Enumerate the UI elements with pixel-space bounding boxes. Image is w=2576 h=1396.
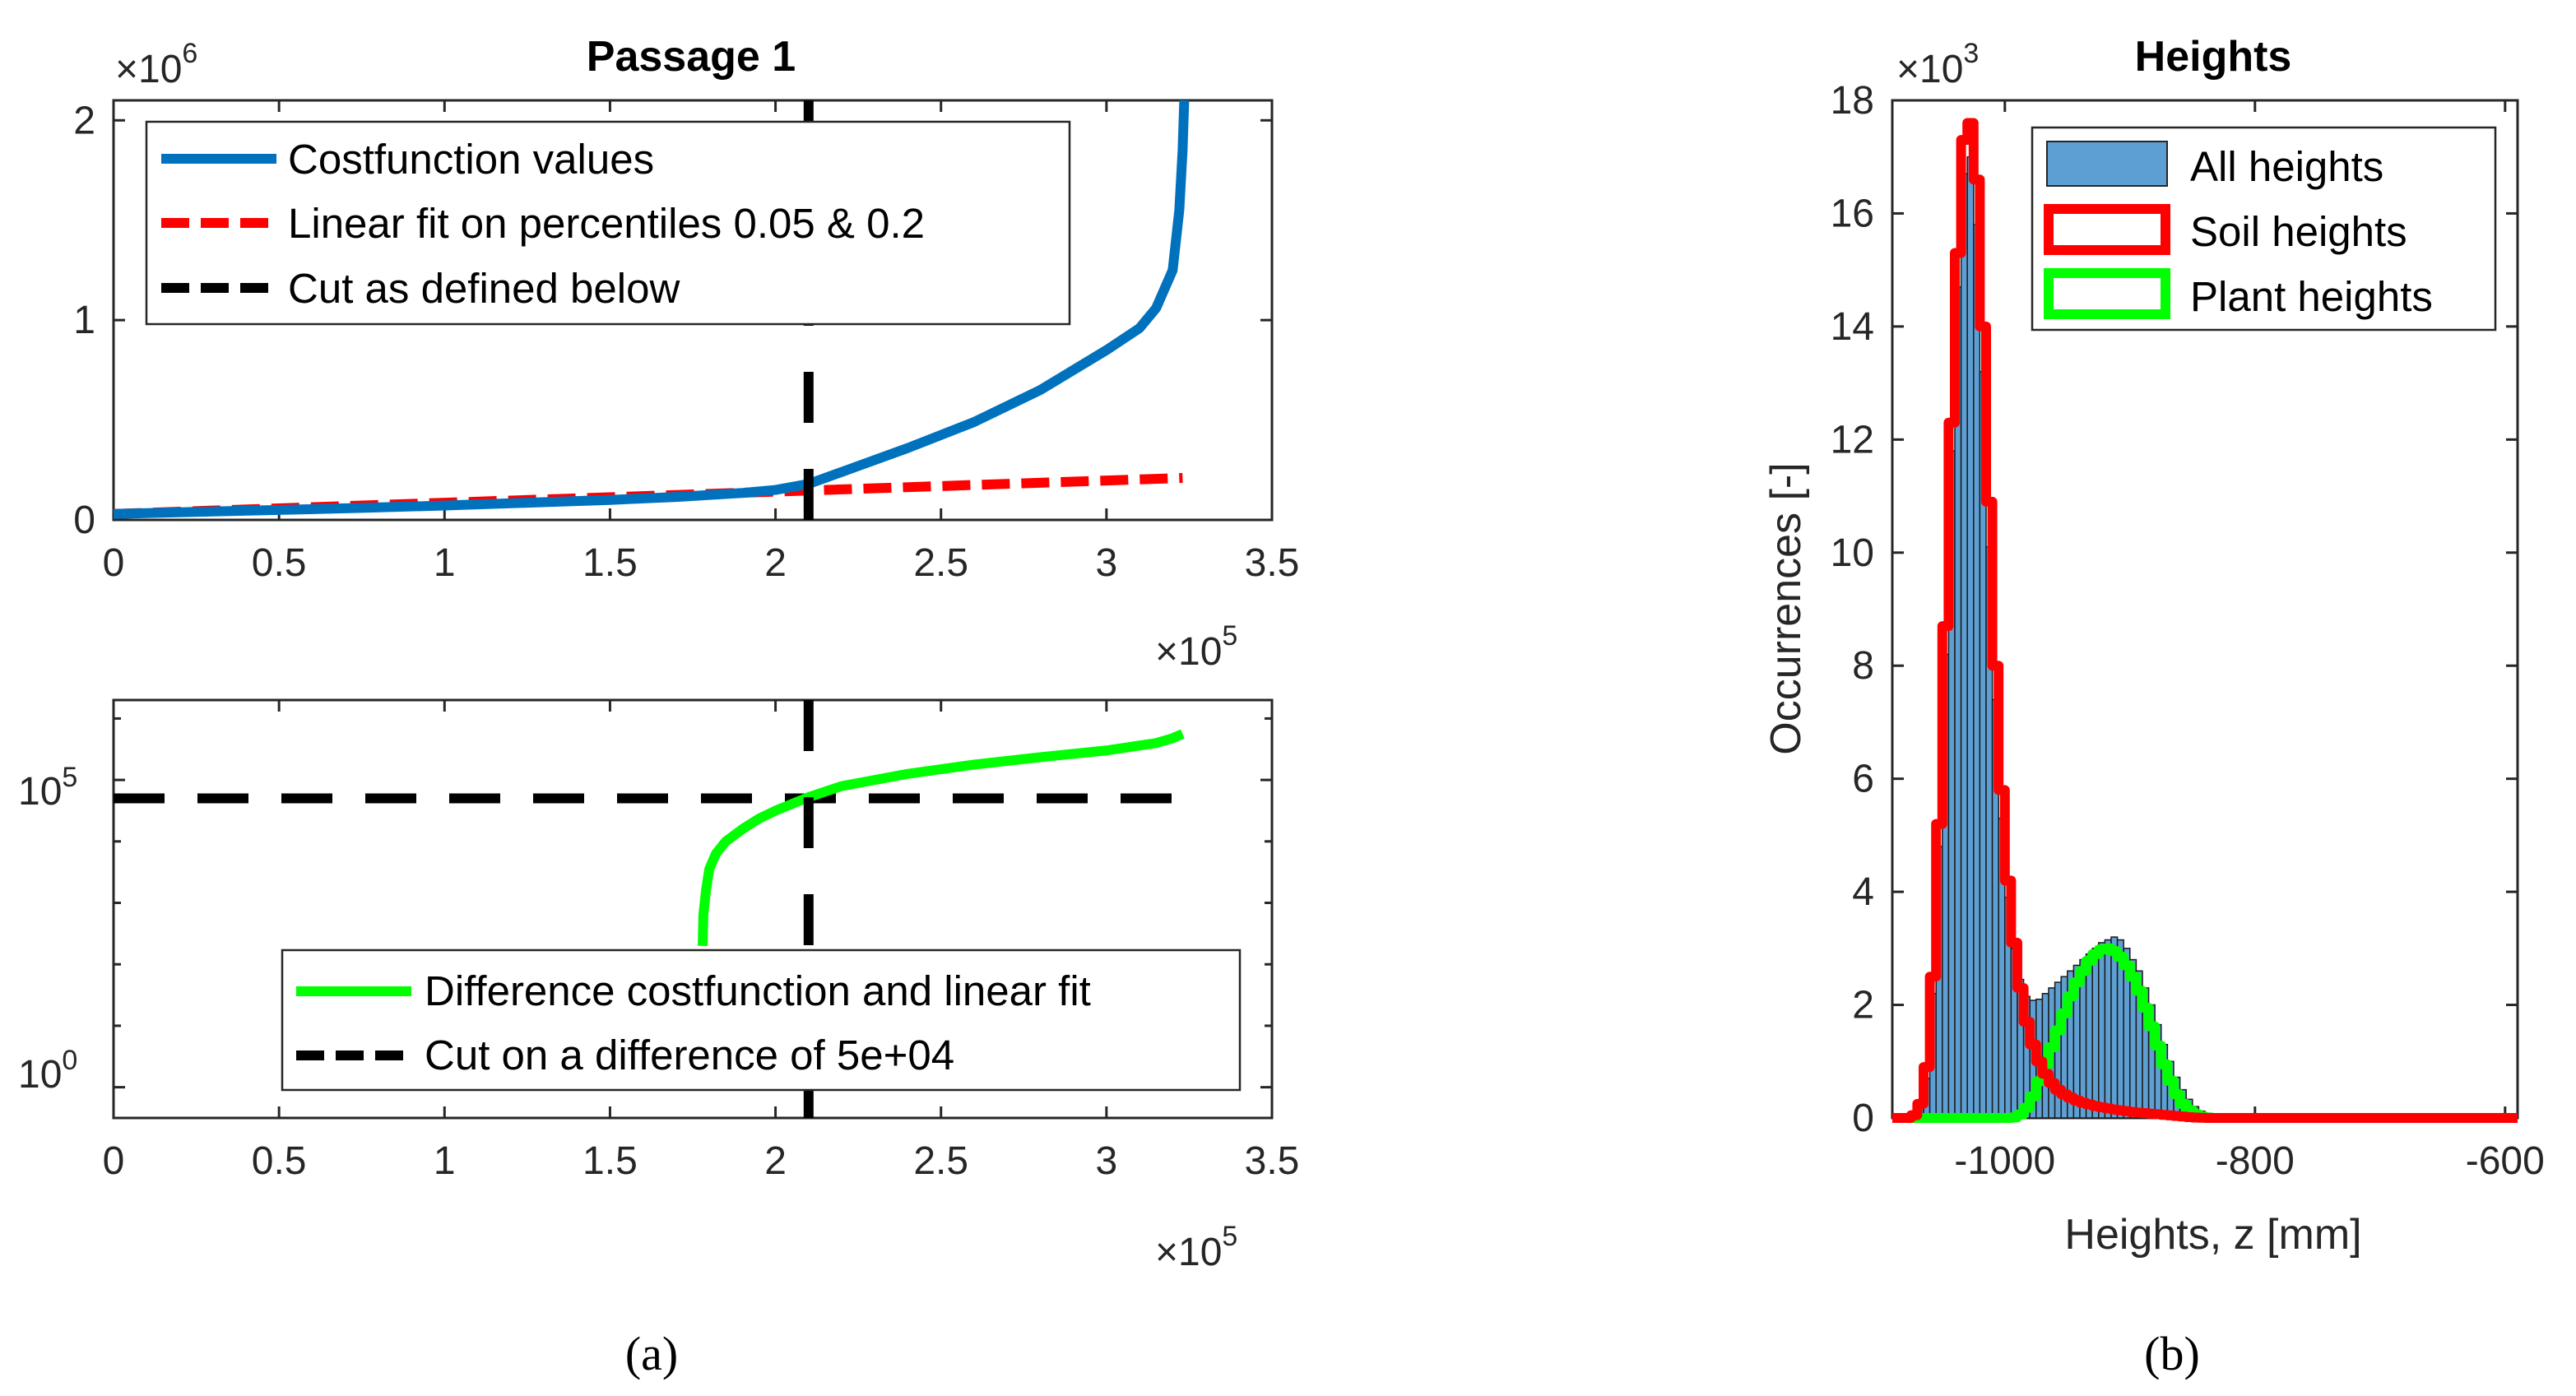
series-layer (1892, 118, 2518, 1123)
x-tick-label: 3 (1096, 1139, 1118, 1183)
y-tick-labels: 0 1 2 (73, 99, 95, 542)
x-tick-label: 2.5 (913, 1139, 968, 1183)
legend-swatch-soil-heights (2044, 204, 2170, 255)
y-tick-label: 14 (1831, 305, 1874, 349)
histogram-bar (1973, 224, 1981, 1119)
chart-title: Passage 1 (587, 33, 796, 81)
legend-label-costfunction: Costfunction values (288, 136, 654, 183)
legend-label-difference: Difference costfunction and linear fit (425, 967, 1091, 1014)
legend-swatch-plant-heights (2044, 268, 2170, 319)
chart-title: Heights (2135, 33, 2292, 81)
legend-label-cut-difference: Cut on a difference of 5e+04 (425, 1032, 954, 1078)
series-line-difference (698, 729, 1185, 946)
tick-marks (112, 700, 1274, 1118)
legend-label-plant-heights: Plant heights (2190, 273, 2433, 320)
panel-b: -1000 -800 -600 0 2 4 6 8 10 12 14 16 18 Heights ×1… (1762, 33, 2545, 1259)
y-tick-label: 100 (18, 1045, 77, 1097)
y-tick-labels: 0 2 4 6 8 10 12 14 16 18 (1831, 79, 1874, 1140)
histogram-bar (1966, 155, 1975, 1119)
y-tick-label: 16 (1831, 192, 1874, 235)
legend: All heights Soil heights Plant heights (2031, 126, 2497, 332)
y-exponent-label: ×106 (115, 38, 197, 91)
legend: Difference costfunction and linear fit C… (281, 948, 1242, 1092)
histogram-bar (1960, 173, 1968, 1119)
histogram-bar (2104, 939, 2112, 1119)
x-tick-labels: 0 0.5 1 1.5 2 2.5 3 3.5 (103, 1139, 1300, 1183)
legend-label-cut: Cut as defined below (288, 265, 680, 312)
x-tick-label: -1000 (1954, 1139, 2055, 1183)
legend-box (145, 120, 1071, 326)
y-tick-label: 12 (1831, 418, 1874, 461)
legend-box (281, 948, 1242, 1092)
panel-a-bottom: 0 0.5 1 1.5 2 2.5 3 3.5 105 100 ×105 Difference… (18, 698, 1300, 1274)
x-tick-label: 0.5 (252, 1139, 307, 1183)
caption-b: (b) (2144, 1327, 2200, 1380)
y-tick-label: 10 (1831, 531, 1874, 575)
x-tick-label: 1.5 (583, 1139, 638, 1183)
y-tick-label: 2 (73, 99, 95, 142)
caption-a: (a) (625, 1327, 678, 1380)
panel-a-top: 0 0.5 1 1.5 2 2.5 3 3.5 0 1 2 Passage 1 ×106 ×105… (73, 33, 1299, 674)
series-line-soil-heights (1892, 118, 2518, 1123)
x-tick-labels: 0 0.5 1 1.5 2 2.5 3 3.5 (103, 541, 1300, 585)
x-tick-label: 2.5 (913, 541, 968, 585)
y-tick-label: 105 (18, 762, 77, 814)
histogram-bar (2110, 936, 2119, 1119)
histogram-bar (2091, 948, 2100, 1119)
x-tick-label: 3 (1096, 541, 1118, 585)
x-axis-label: Heights, z [mm] (2064, 1211, 2361, 1259)
x-tick-label: -600 (2466, 1139, 2545, 1183)
y-tick-label: 1 (73, 299, 95, 342)
legend: Costfunction values Linear fit on percen… (145, 120, 1071, 326)
x-tick-label: 1.5 (583, 541, 638, 585)
x-tick-label: 1 (434, 541, 456, 585)
y-tick-label: 0 (73, 499, 95, 542)
series-line-costfunction (113, 100, 1190, 519)
y-tick-label: 8 (1852, 644, 1874, 688)
y-tick-labels: 105 100 (18, 762, 77, 1097)
y-tick-label: 6 (1852, 758, 1874, 801)
legend-label-linear-fit: Linear fit on percentiles 0.05 & 0.2 (288, 200, 925, 247)
y-tick-label: 0 (1852, 1097, 1874, 1140)
x-tick-label: 2 (764, 541, 787, 585)
histogram-bar (2085, 953, 2093, 1119)
x-tick-label: 0.5 (252, 541, 307, 585)
x-tick-label: 0 (103, 1139, 125, 1183)
series-layer (114, 700, 1185, 1118)
y-tick-label: 18 (1831, 79, 1874, 123)
x-tick-label: 2 (764, 1139, 787, 1183)
x-tick-label: 0 (103, 541, 125, 585)
legend-label-all-heights: All heights (2190, 143, 2383, 190)
y-tick-label: 4 (1852, 870, 1874, 914)
y-axis-label: Occurrences [-] (1762, 462, 1810, 754)
x-tick-labels: -1000 -800 -600 (1954, 1139, 2544, 1183)
histogram-bar (2098, 942, 2106, 1119)
legend-swatch-all-heights (2046, 141, 2168, 187)
legend-label-soil-heights: Soil heights (2190, 208, 2407, 255)
x-exponent-label: ×105 (1155, 620, 1237, 674)
y-exponent-label: ×103 (1896, 38, 1979, 91)
y-tick-label: 2 (1852, 984, 1874, 1027)
x-tick-label: 1 (434, 1139, 456, 1183)
x-tick-label: 3.5 (1245, 1139, 1300, 1183)
x-exponent-label: ×105 (1155, 1221, 1237, 1274)
x-tick-label: -800 (2216, 1139, 2295, 1183)
x-tick-label: 3.5 (1245, 541, 1300, 585)
